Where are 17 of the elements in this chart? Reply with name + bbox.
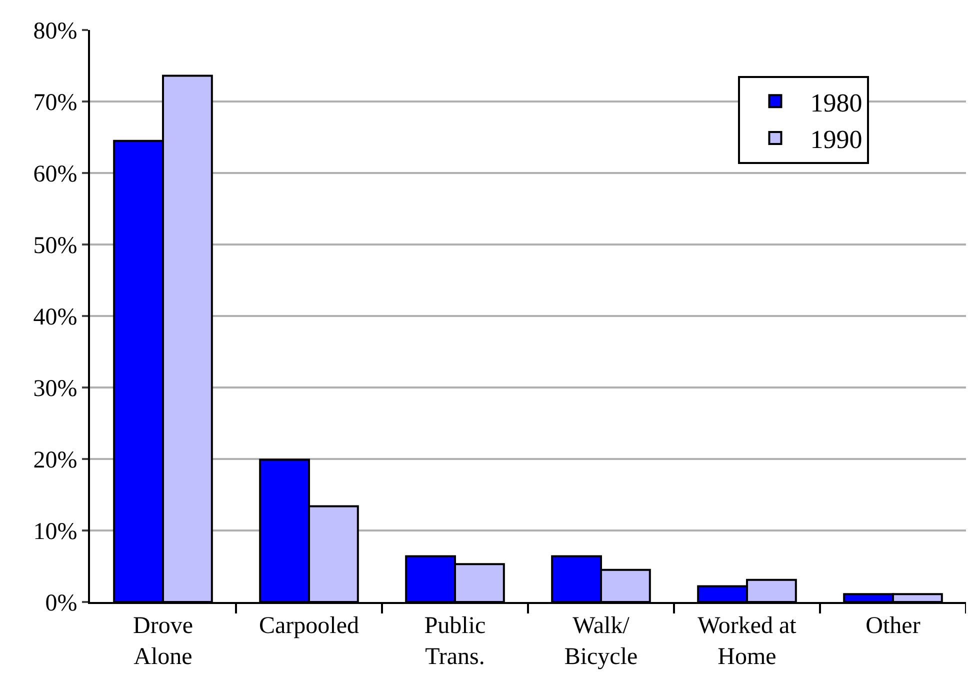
x-tick-label: Drove Alone bbox=[133, 612, 193, 670]
x-tick-label: Public Trans. bbox=[424, 612, 486, 670]
y-tick-label: 60% bbox=[33, 161, 78, 188]
legend-label: 1990 bbox=[810, 125, 862, 154]
x-tick-label: Carpooled bbox=[259, 612, 359, 639]
x-tick-label: Other bbox=[866, 612, 920, 639]
y-tick-label: 10% bbox=[33, 518, 78, 545]
y-tick-label: 40% bbox=[33, 304, 78, 330]
y-tick-label: 30% bbox=[33, 376, 78, 402]
x-tick-label: Worked at Home bbox=[698, 612, 797, 670]
y-tick-label: 50% bbox=[33, 232, 78, 259]
y-tick-label: 80% bbox=[33, 18, 78, 44]
legend-label: 1980 bbox=[810, 88, 862, 118]
y-tick-label: 20% bbox=[33, 447, 78, 474]
y-tick-label: 0% bbox=[45, 590, 78, 616]
x-tick-label: Walk/ Bicycle bbox=[564, 612, 638, 670]
y-tick-label: 70% bbox=[33, 90, 78, 116]
